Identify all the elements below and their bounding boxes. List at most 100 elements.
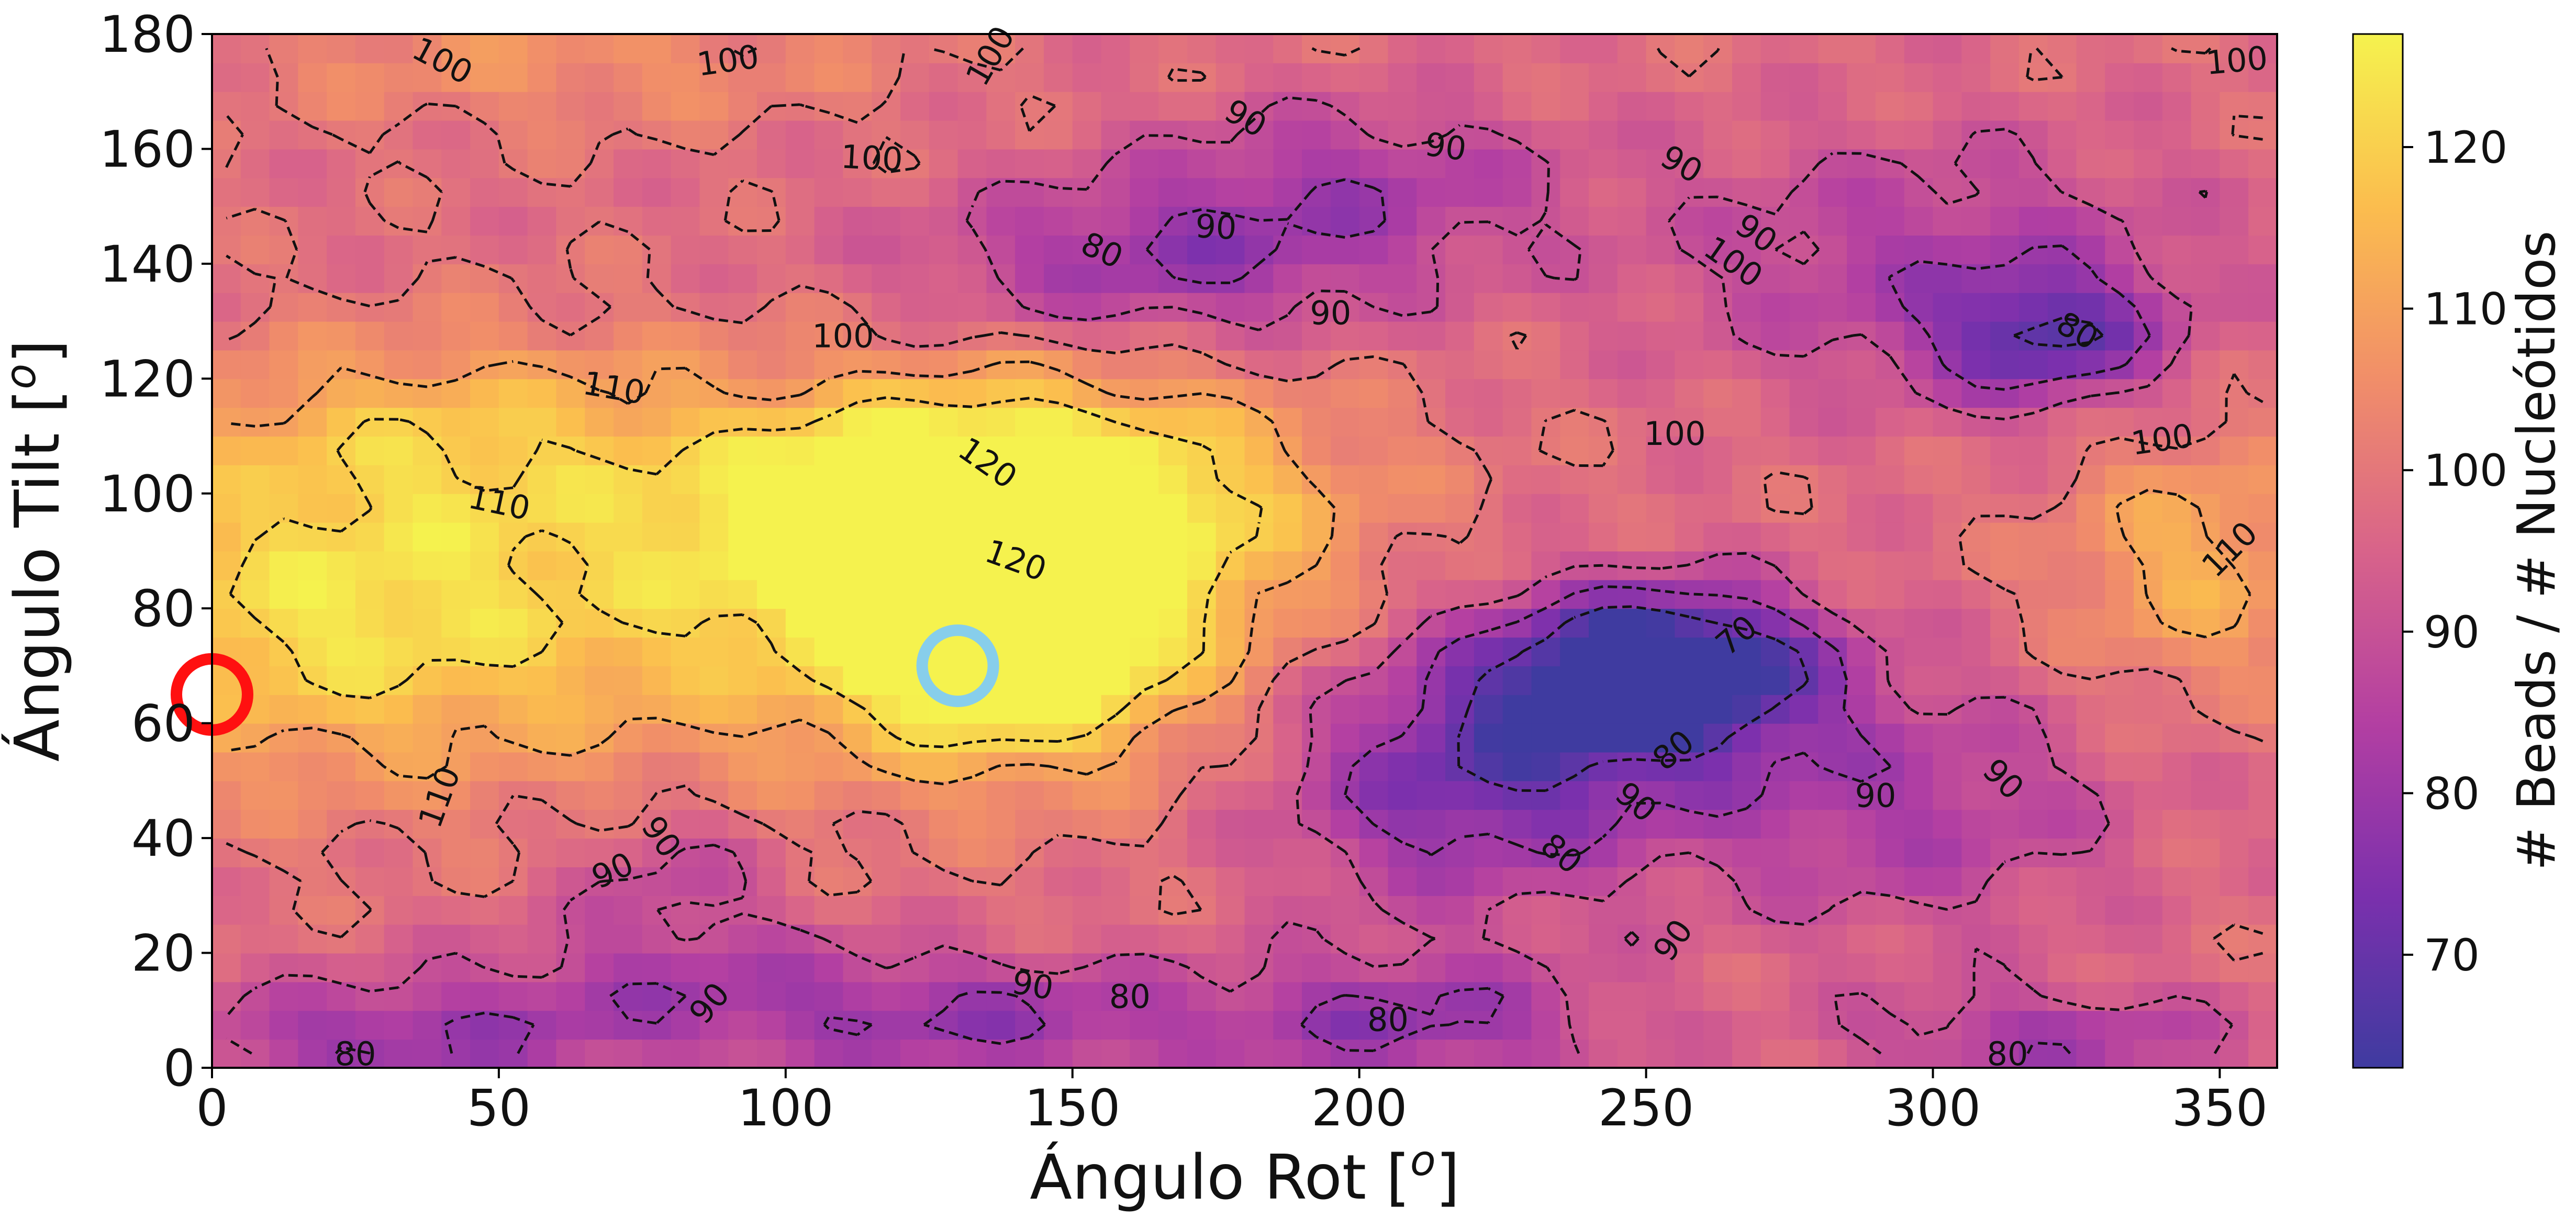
heatmap-cell (2220, 177, 2249, 207)
contour-100 (225, 47, 2263, 962)
heatmap-cell (1589, 924, 1618, 954)
heatmap-cell (1875, 981, 1905, 1011)
heatmap-cell (1875, 953, 1905, 982)
heatmap-cell (1589, 953, 1618, 982)
heatmap-cell (412, 91, 442, 121)
heatmap-cell (642, 292, 672, 322)
heatmap-cell (1158, 91, 1188, 121)
heatmap-cell (843, 321, 873, 351)
heatmap-cell (1474, 206, 1503, 236)
heatmap-cell (1847, 809, 1876, 839)
heatmap-cell (785, 407, 815, 437)
heatmap-cell (384, 62, 414, 92)
heatmap-cell (1789, 551, 1819, 580)
heatmap-cell (1187, 579, 1217, 609)
heatmap-cell (1904, 62, 1934, 92)
contour-lines (225, 47, 2263, 1055)
heatmap-cell (929, 838, 958, 867)
heatmap-cell (355, 579, 385, 609)
heatmap-cell (1646, 206, 1676, 236)
heatmap-cell (585, 235, 615, 264)
heatmap-cell (872, 981, 901, 1011)
heatmap-cell (642, 493, 672, 523)
heatmap-cell (900, 522, 930, 552)
heatmap-cell (1789, 436, 1819, 465)
heatmap-cell (1015, 637, 1044, 666)
heatmap-cell (1760, 62, 1790, 92)
heatmap-cell (1933, 522, 1962, 552)
heatmap-cell (957, 91, 987, 121)
heatmap-cell (1703, 62, 1733, 92)
heatmap-cell (327, 895, 356, 925)
heatmap-cell (2019, 665, 2048, 695)
heatmap-cell (2191, 378, 2221, 408)
heatmap-cell (1273, 608, 1303, 638)
heatmap-cell (1502, 866, 1532, 896)
heatmap-cell (900, 752, 930, 781)
heatmap-cell (2047, 378, 2077, 408)
heatmap-cell (1130, 493, 1159, 523)
heatmap-cell (1990, 608, 2020, 638)
heatmap-cell (1847, 579, 1876, 609)
heatmap-cell (1904, 149, 1934, 178)
colorbar-title: # Beads / # Nucleótidos (2506, 231, 2567, 871)
heatmap-cell (2162, 551, 2192, 580)
heatmap-cell (1760, 1039, 1790, 1068)
heatmap-cell (1961, 1010, 1991, 1040)
heatmap-cell (1417, 579, 1446, 609)
heatmap-cell (212, 177, 241, 207)
heatmap-cell (1417, 809, 1446, 839)
heatmap-cell (1560, 1039, 1589, 1068)
heatmap-cell (1617, 924, 1647, 954)
heatmap-cell (327, 637, 356, 666)
heatmap-cell (785, 924, 815, 954)
contour-label: 80 (1987, 1035, 2028, 1073)
heatmap-cell (556, 436, 586, 465)
heatmap-cell (1990, 522, 2020, 552)
heatmap-cell (1847, 723, 1876, 753)
heatmap-cell (900, 866, 930, 896)
heatmap-cell (1359, 665, 1389, 695)
heatmap-cell (986, 235, 1016, 264)
heatmap-cell (1818, 809, 1848, 839)
heatmap-cell (872, 62, 901, 92)
heatmap-cell (1732, 1010, 1761, 1040)
heatmap-cell (470, 493, 499, 523)
heatmap-cell (1617, 292, 1647, 322)
heatmap-cell (1417, 637, 1446, 666)
heatmap-cell (1330, 407, 1360, 437)
heatmap-cell (1101, 1039, 1131, 1068)
heatmap-cell (1445, 235, 1475, 264)
x-tick-label: 350 (2172, 1079, 2268, 1137)
heatmap-cell (843, 522, 873, 552)
heatmap-cell (1502, 981, 1532, 1011)
heatmap-cell (2162, 694, 2192, 724)
heatmap-cell (1818, 723, 1848, 753)
heatmap-cell (1101, 464, 1131, 494)
heatmap-cell (929, 378, 958, 408)
heatmap-cell (872, 637, 901, 666)
heatmap-cell (327, 838, 356, 867)
heatmap-cell (1215, 407, 1245, 437)
heatmap-cell (470, 579, 499, 609)
heatmap-cell (298, 206, 328, 236)
heatmap-cell (2191, 637, 2221, 666)
heatmap-cell (1646, 493, 1676, 523)
heatmap-cell (384, 292, 414, 322)
heatmap-cell (900, 493, 930, 523)
heatmap-cell (1445, 551, 1475, 580)
heatmap-cell (671, 34, 700, 63)
heatmap-cell (527, 579, 557, 609)
heatmap-cell (355, 723, 385, 753)
heatmap-cell (269, 149, 299, 178)
heatmap-cell (1043, 981, 1073, 1011)
heatmap-cell (728, 91, 758, 121)
heatmap-cell (699, 292, 729, 322)
heatmap-cell (728, 321, 758, 351)
heatmap-cell (2134, 551, 2163, 580)
heatmap-cell (1904, 838, 1934, 867)
heatmap-cell (1417, 206, 1446, 236)
heatmap-cell (1560, 493, 1589, 523)
heatmap-cell (642, 866, 672, 896)
heatmap-cell (1760, 235, 1790, 264)
